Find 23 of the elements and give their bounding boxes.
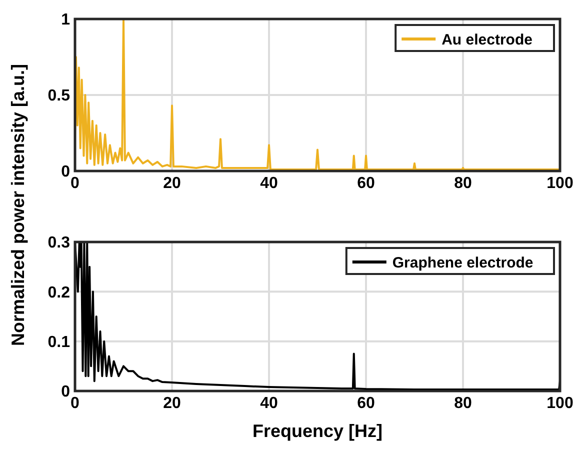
y-tick-label: 1 bbox=[61, 12, 70, 29]
y-tick-label: 0.2 bbox=[48, 284, 70, 302]
line-series bbox=[75, 18, 560, 170]
y-tick-label: 0 bbox=[61, 164, 70, 181]
x-tick-label: 80 bbox=[454, 175, 472, 192]
x-tick-label: 60 bbox=[357, 175, 375, 192]
legend-label: Au electrode bbox=[442, 31, 532, 48]
y-tick-label: 0.3 bbox=[48, 234, 70, 252]
y-axis-title: Normalized power intensity [a.u.] bbox=[8, 64, 28, 346]
x-axis-title: Frequency [Hz] bbox=[252, 421, 383, 441]
x-tick-label: 40 bbox=[260, 395, 278, 412]
line-series bbox=[75, 241, 560, 391]
x-tick-label: 100 bbox=[546, 395, 574, 412]
legend-label: Graphene electrode bbox=[392, 254, 534, 272]
x-tick-label: 20 bbox=[163, 175, 181, 192]
y-tick-label: 0 bbox=[61, 384, 70, 401]
x-tick-label: 100 bbox=[546, 175, 574, 192]
y-tick-label: 0.5 bbox=[48, 88, 70, 105]
x-tick-label: 60 bbox=[357, 395, 375, 412]
x-tick-label: 20 bbox=[163, 395, 181, 412]
y-tick-label: 0.1 bbox=[48, 334, 70, 351]
x-tick-label: 80 bbox=[454, 395, 472, 412]
x-tick-label: 40 bbox=[260, 175, 278, 192]
